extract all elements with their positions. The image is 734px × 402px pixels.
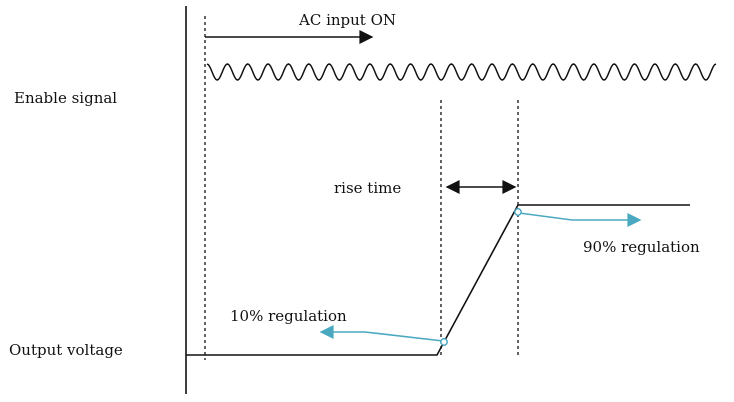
regulation-90-point	[514, 208, 522, 216]
regulation-90-label: 90% regulation	[583, 238, 700, 256]
regulation-10-label: 10% regulation	[230, 307, 347, 325]
enable-signal-label: Enable signal	[14, 89, 117, 107]
ac-wave	[206, 63, 717, 81]
regulation-10-pointer	[319, 325, 444, 342]
ac-input-on-label: AC input ON	[298, 11, 396, 29]
rise-time-label: rise time	[334, 179, 401, 197]
regulation-10-point	[440, 338, 448, 346]
output-voltage-label: Output voltage	[9, 341, 123, 359]
output-voltage-waveform	[186, 204, 690, 356]
regulation-90-pointer	[518, 212, 642, 227]
